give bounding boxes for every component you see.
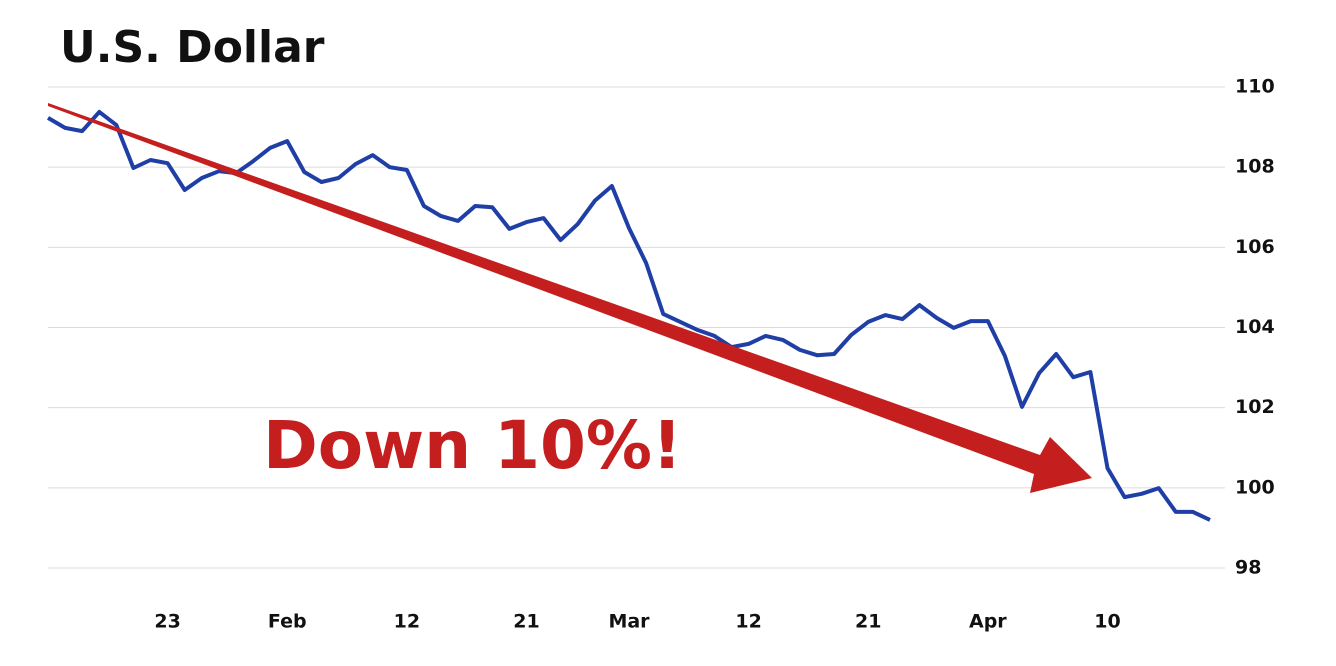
x-tick-label: 21 xyxy=(513,611,539,633)
x-tick-label: Feb xyxy=(268,611,307,633)
annotation: Down 10%! xyxy=(263,407,682,484)
x-tick-label: 10 xyxy=(1094,611,1120,633)
line-series xyxy=(46,109,1211,522)
y-tick-label: 98 xyxy=(1235,557,1261,579)
y-tick-label: 108 xyxy=(1235,156,1275,178)
x-tick-label: 12 xyxy=(735,611,761,633)
plot xyxy=(46,109,1211,522)
x-tick-label: 12 xyxy=(394,611,420,633)
grid: 98 100 102 104 106 108 110 23 Feb 12 21 Mar 12 21 Apr 1… xyxy=(48,76,1275,633)
y-tick-label: 110 xyxy=(1235,76,1275,98)
trend-arrow xyxy=(48,103,1092,493)
y-tick-label: 106 xyxy=(1235,236,1275,258)
y-tick-label: 104 xyxy=(1235,316,1275,338)
y-tick-label: 100 xyxy=(1235,476,1275,498)
x-tick-label: 23 xyxy=(154,611,180,633)
chart-title: U.S. Dollar xyxy=(60,22,325,73)
y-tick-label: 102 xyxy=(1235,396,1275,418)
x-tick-label: Mar xyxy=(608,611,650,633)
x-tick-label: 21 xyxy=(855,611,881,633)
x-tick-label: Apr xyxy=(969,611,1007,633)
